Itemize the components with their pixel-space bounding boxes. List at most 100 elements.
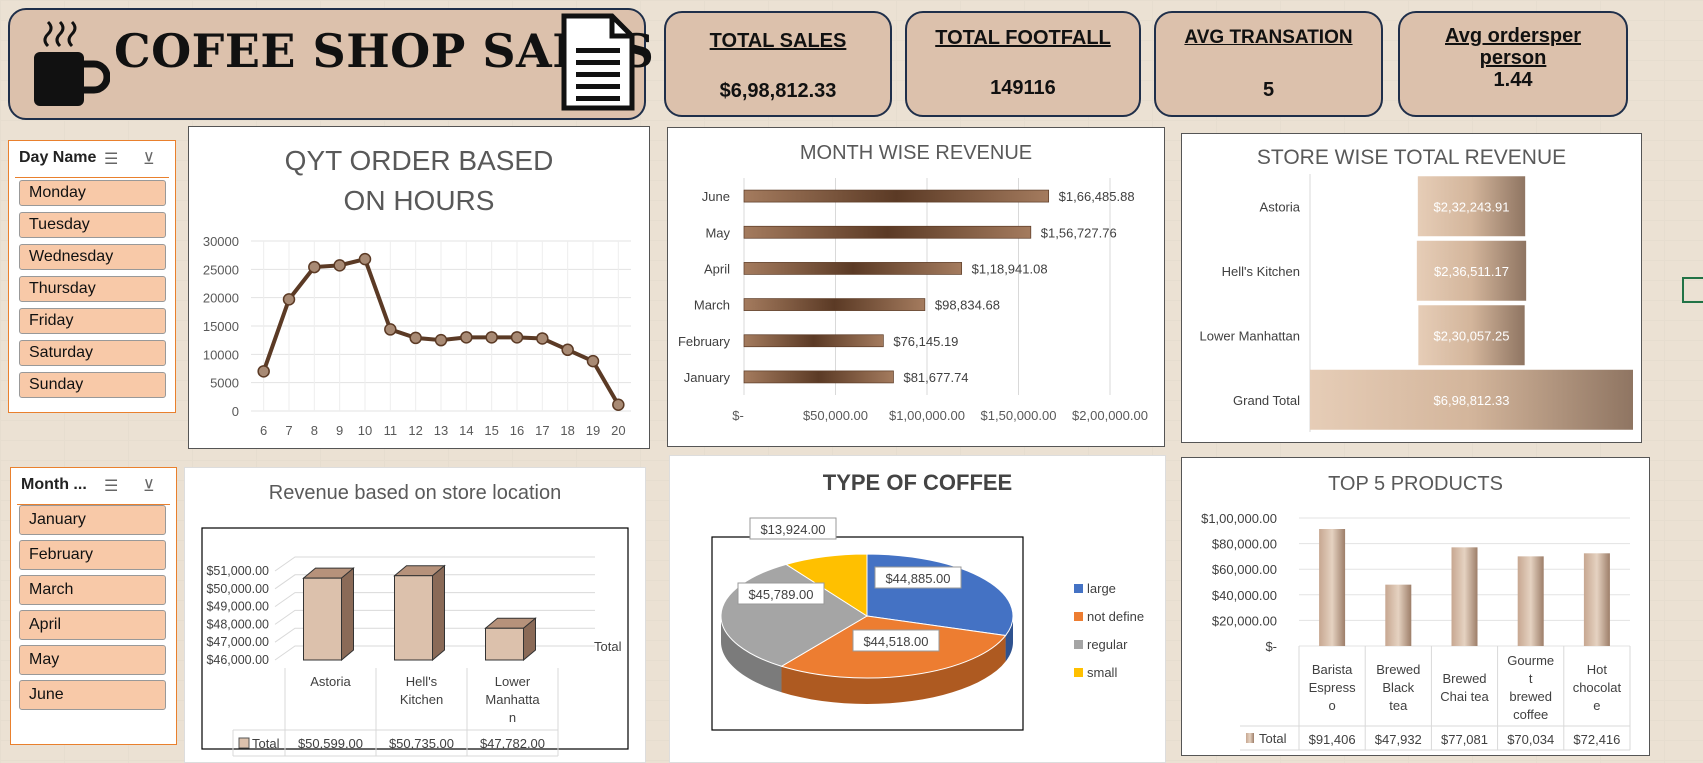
kpi-total-sales: TOTAL SALES $6,98,812.33 bbox=[664, 11, 892, 117]
slicer-title: Day Name bbox=[19, 149, 97, 166]
x-tick-label: 8 bbox=[311, 423, 318, 438]
slicer-item-may[interactable]: May bbox=[19, 645, 166, 675]
slicer-item-january[interactable]: January bbox=[19, 505, 166, 535]
x-tick-label: 16 bbox=[510, 423, 524, 438]
pie-slice-side bbox=[781, 635, 1006, 704]
slicer-item-sunday[interactable]: Sunday bbox=[19, 372, 166, 398]
kpi-label: AVG TRANSATION bbox=[1184, 27, 1353, 48]
y-tick-label: $47,000.00 bbox=[206, 635, 269, 649]
x-category-label: Barista bbox=[1312, 662, 1353, 677]
y-tick-label: 20000 bbox=[203, 291, 239, 306]
slicer-item-march[interactable]: March bbox=[19, 575, 166, 605]
data-label: $1,18,941.08 bbox=[972, 261, 1048, 276]
x-category-label: Brewed bbox=[1442, 671, 1486, 686]
data-label: $2,32,243.91 bbox=[1434, 199, 1510, 214]
data-label: $76,145.19 bbox=[893, 334, 958, 349]
document-icon bbox=[561, 13, 635, 111]
bar bbox=[1517, 556, 1544, 646]
y-category-label: Lower Manhattan bbox=[1200, 328, 1300, 343]
x-tick-label: 12 bbox=[408, 423, 422, 438]
x-category-label: coffee bbox=[1513, 707, 1548, 722]
x-category-label: n bbox=[509, 710, 516, 725]
legend-key bbox=[1074, 668, 1083, 677]
location-revenue-chart[interactable]: Revenue based on store location $51,000.… bbox=[184, 467, 646, 763]
plot-frame bbox=[201, 527, 629, 750]
data-point bbox=[333, 259, 346, 272]
hourly-orders-chart[interactable]: QYT ORDER BASED ON HOURS 30000 25000 20000… bbox=[188, 126, 650, 449]
slicer-title: Month ... bbox=[21, 476, 87, 493]
slicer-item-june[interactable]: June bbox=[19, 680, 166, 710]
multi-select-icon[interactable]: ☰ bbox=[104, 151, 119, 168]
chart-title: QYT ORDER BASED ON HOURS bbox=[284, 145, 554, 216]
slicer-item-april[interactable]: April bbox=[19, 610, 166, 640]
slicer-item-monday[interactable]: Monday bbox=[19, 180, 166, 206]
x-category-label: e bbox=[1593, 698, 1600, 713]
y-category-label: April bbox=[704, 261, 730, 276]
kpi-value: $6,98,812.33 bbox=[719, 80, 837, 102]
dashboard-title-banner: COFEE SHOP SALES bbox=[8, 8, 654, 120]
y-tick-label: 30000 bbox=[203, 234, 239, 249]
y-tick-label: $49,000.00 bbox=[206, 600, 269, 614]
legend-key bbox=[1074, 612, 1083, 621]
kpi-label: Avg ordersper person bbox=[1445, 25, 1581, 69]
kpi-value: 1.44 bbox=[1493, 69, 1533, 91]
x-tick-label: 10 bbox=[358, 423, 372, 438]
coffee-pie-svg: $44,885.00 $44,518.00 $45,789.00 $13,924.00… bbox=[711, 517, 1144, 731]
store-bar-svg: Astoria $2,32,243.91 Hell's Kitchen $2,36,5… bbox=[1200, 174, 1633, 432]
y-tick-label: $51,000.00 bbox=[206, 564, 269, 578]
data-label: $47,932 bbox=[1375, 732, 1422, 747]
slicer-item-wednesday[interactable]: Wednesday bbox=[19, 244, 166, 270]
x-tick-label: $1,00,000.00 bbox=[889, 408, 965, 423]
month-slicer: Month ... ☰ ⊻ January February March Apr… bbox=[10, 467, 177, 745]
y-tick-label: $40,000.00 bbox=[1212, 588, 1277, 603]
slicer-item-february[interactable]: February bbox=[19, 540, 166, 570]
data-label: $98,834.68 bbox=[935, 298, 1000, 313]
x-tick-label: 11 bbox=[384, 423, 398, 438]
clear-filter-icon[interactable]: ⊻ bbox=[143, 478, 155, 495]
x-category-label: Lower bbox=[495, 674, 531, 689]
kpi-value: 149116 bbox=[990, 77, 1056, 99]
bar bbox=[743, 334, 884, 348]
slicer-item-thursday[interactable]: Thursday bbox=[19, 276, 166, 302]
location-bar-svg: $51,000.00 $50,000.00 $49,000.00 $48,000.00… bbox=[201, 527, 629, 757]
y-tick-label: $50,000.00 bbox=[206, 582, 269, 596]
bar bbox=[1385, 584, 1412, 646]
coffee-type-chart[interactable]: TYPE OF COFFEE $44,885.00 $44,518.00 $45,7… bbox=[669, 455, 1166, 763]
bar bbox=[743, 262, 963, 275]
selected-cell[interactable] bbox=[1682, 277, 1703, 303]
legend-label: small bbox=[1087, 665, 1117, 680]
data-label: $44,885.00 bbox=[885, 571, 950, 586]
top-products-chart[interactable]: TOP 5 PRODUCTS $1,00,000.00 $80,000.00 $60… bbox=[1181, 457, 1650, 756]
y-tick-label: 15000 bbox=[203, 319, 239, 334]
chart-title: TOP 5 PRODUCTS bbox=[1328, 473, 1503, 495]
data-label-box bbox=[874, 566, 962, 589]
clear-filter-icon[interactable]: ⊻ bbox=[143, 151, 155, 168]
x-tick-label: 14 bbox=[459, 423, 473, 438]
x-category-label: Kitchen bbox=[400, 692, 443, 707]
slicer-item-friday[interactable]: Friday bbox=[19, 308, 166, 334]
slicer-item-tuesday[interactable]: Tuesday bbox=[19, 212, 166, 238]
month-bar-svg: $- $50,000.00 $1,00,000.00 $1,50,000.00 $2,0… bbox=[678, 178, 1148, 423]
x-tick-label: $50,000.00 bbox=[803, 408, 868, 423]
chart-title: STORE WISE TOTAL REVENUE bbox=[1256, 146, 1567, 169]
store-revenue-chart[interactable]: STORE WISE TOTAL REVENUE Astoria $2,32,24… bbox=[1181, 133, 1642, 443]
legend-key bbox=[238, 737, 250, 749]
bar bbox=[1310, 369, 1633, 430]
data-label-box bbox=[749, 517, 837, 540]
month-revenue-chart[interactable]: MONTH WISE REVENUE $- $50,000.00 $1,00,000… bbox=[667, 127, 1165, 447]
y-tick-label: 0 bbox=[232, 404, 239, 419]
multi-select-icon[interactable]: ☰ bbox=[104, 478, 119, 495]
slicer-item-saturday[interactable]: Saturday bbox=[19, 340, 166, 366]
x-category-label: brewed bbox=[1509, 689, 1552, 704]
x-tick-label: 7 bbox=[285, 423, 292, 438]
series-name-label: Total bbox=[594, 639, 622, 654]
data-point bbox=[536, 332, 549, 345]
x-tick-label: 13 bbox=[434, 423, 448, 438]
x-category-label: Black bbox=[1382, 680, 1414, 695]
data-label-box bbox=[852, 629, 940, 652]
x-category-label: chocolat bbox=[1573, 680, 1622, 695]
x-tick-label: 20 bbox=[611, 423, 625, 438]
bar bbox=[743, 189, 1050, 203]
gridline bbox=[274, 574, 595, 590]
data-point bbox=[434, 333, 448, 347]
